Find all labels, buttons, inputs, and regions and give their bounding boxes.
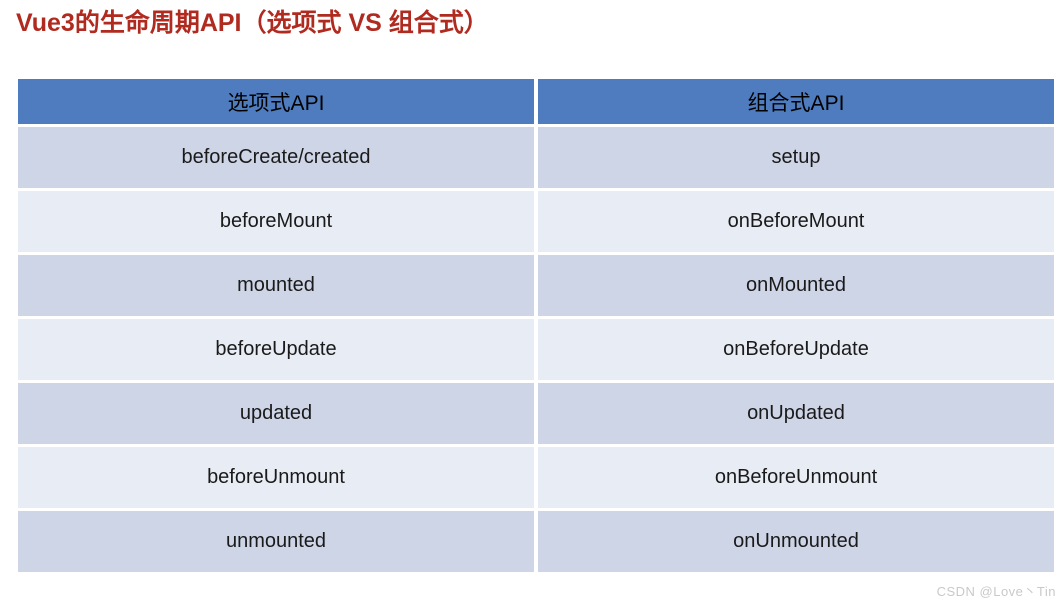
column-header-composition-api: 组合式API <box>538 79 1054 124</box>
table-header-row: 选项式API 组合式API <box>18 79 1054 124</box>
table-row: beforeMount onBeforeMount <box>18 191 1054 252</box>
table-header: 选项式API 组合式API <box>18 79 1054 124</box>
cell-composition-api: onBeforeUnmount <box>538 447 1054 508</box>
cell-options-api: beforeCreate/created <box>18 127 534 188</box>
cell-composition-api: onUnmounted <box>538 511 1054 572</box>
table-body: beforeCreate/created setup beforeMount onBe… <box>18 127 1054 572</box>
cell-options-api: beforeUpdate <box>18 319 534 380</box>
cell-composition-api: onBeforeUpdate <box>538 319 1054 380</box>
cell-composition-api: onBeforeMount <box>538 191 1054 252</box>
cell-options-api: beforeMount <box>18 191 534 252</box>
cell-composition-api: onUpdated <box>538 383 1054 444</box>
column-header-options-api: 选项式API <box>18 79 534 124</box>
table-row: beforeUnmount onBeforeUnmount <box>18 447 1054 508</box>
cell-options-api: updated <box>18 383 534 444</box>
table-row: beforeUpdate onBeforeUpdate <box>18 319 1054 380</box>
table-row: updated onUpdated <box>18 383 1054 444</box>
cell-options-api: mounted <box>18 255 534 316</box>
csdn-watermark: CSDN @Love丶Tin <box>936 584 1056 599</box>
cell-composition-api: onMounted <box>538 255 1054 316</box>
cell-options-api: unmounted <box>18 511 534 572</box>
table-row: beforeCreate/created setup <box>18 127 1054 188</box>
page-title: Vue3的生命周期API（选项式 VS 组合式） <box>16 9 489 37</box>
lifecycle-comparison-table: 选项式API 组合式API beforeCreate/created setup b… <box>14 76 1058 575</box>
table-row: unmounted onUnmounted <box>18 511 1054 572</box>
table-row: mounted onMounted <box>18 255 1054 316</box>
cell-options-api: beforeUnmount <box>18 447 534 508</box>
cell-composition-api: setup <box>538 127 1054 188</box>
